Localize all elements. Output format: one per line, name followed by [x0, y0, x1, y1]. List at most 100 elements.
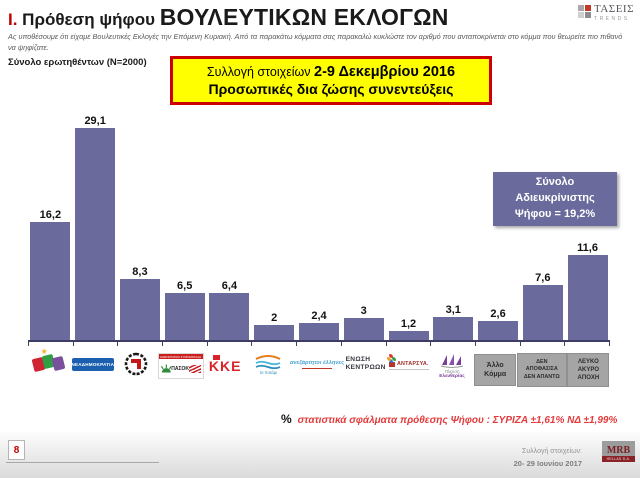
tick-mark [251, 342, 253, 346]
taseis-trends-logo: ΤΑΣΕΙΣ TRENDS [578, 4, 634, 22]
fieldwork-method: Προσωπικές δια ζώσης συνεντεύξεις [208, 81, 454, 97]
bar-column: 6,4 [207, 112, 252, 340]
fieldwork-label: Συλλογή στοιχείων [206, 65, 315, 79]
enosi-line1: ΕΝΩΣΗ [345, 356, 371, 363]
bar-column: 3 [341, 112, 386, 340]
bar-value-label: 11,6 [577, 242, 598, 254]
undecided-line1: Σύνολο [535, 176, 575, 189]
tick-mark [385, 342, 387, 346]
bar-value-label: 2,6 [490, 308, 506, 320]
logo-nea-dimokratia: ΝΕΑΔΗΜΟΚΡΑΤΙΑ [71, 347, 114, 401]
bar-column: 2,4 [297, 112, 342, 340]
mrb-subtitle: HELLAS S.A. [602, 456, 635, 462]
tick-mark [296, 342, 298, 346]
dk-line3: ΔΕΝ ΑΠΑΝΤΩ [523, 373, 560, 380]
bar-value-label: 8,3 [132, 266, 148, 278]
red-flag-icon [212, 355, 220, 360]
option-undecided-no-answer: ΔΕΝ ΑΠΟΦΑΣΙΣΑ ΔΕΝ ΑΠΑΝΤΩ [516, 347, 567, 401]
tick-mark [28, 342, 29, 346]
bar [522, 285, 563, 340]
undecided-line2: Αδιευκρίνιστης [515, 192, 595, 205]
bar-column: 1,2 [386, 112, 431, 340]
logo-syriza: ★ [28, 347, 71, 401]
plefsi-line2: Ελευθερίας [439, 374, 465, 380]
party-logos-row: ★ ΝΕΑΔΗΜΟΚΡΑΤΙΑ ΔΗΜΟΚΡΑΤΙΚΗ ΣΥΜΠΑΡΑΤΑΞΗ [28, 347, 610, 401]
mrb-hellas-logo: MRB HELLAS S.A. [602, 441, 635, 462]
page-title: Ι. Πρόθεση ψήφου ΒΟΥΛΕΥΤΙΚΩΝ ΕΚΛΟΓΩΝ [8, 4, 556, 31]
enosi-line2: ΚΕΝΤΡΩΩΝ [345, 363, 386, 371]
tick-mark [519, 342, 521, 346]
bar [388, 331, 429, 340]
tick-mark [608, 342, 610, 346]
blank-line3: ΑΠΟΧΗ [577, 375, 600, 382]
bar [30, 222, 71, 340]
undecided-line3: Ψήφου = 19,2% [514, 207, 596, 220]
potami-wordmark: το ποτάμι [259, 370, 278, 375]
title-main: Πρόθεση ψήφου [17, 10, 160, 29]
red-underline-icon [301, 368, 332, 369]
logo-enosi-kentroon: ΕΝΩΣΗ ΚΕΝΤΡΩΩΝ [344, 347, 396, 401]
bar-value-label: 16,2 [39, 209, 62, 221]
footer-collection-info: Συλλογή στοιχείων: 20- 29 Ιουνίου 2017 [514, 447, 582, 469]
logo-to-potami: το ποτάμι [247, 347, 290, 401]
nd-wordmark: ΝΕΑΔΗΜΟΚΡΑΤΙΑ [71, 358, 114, 371]
bar-value-label: 3 [360, 305, 367, 317]
statistical-error-note: % στατιστικά σφάλματα πρόθεσης Ψήφου : Σ… [281, 412, 617, 426]
anel-wordmark: ανεξάρτητοι έλληνες [289, 360, 345, 366]
bar [433, 317, 474, 340]
bar-value-label: 6,4 [221, 280, 238, 292]
title-prefix: Ι. [8, 10, 18, 29]
tick-mark [474, 342, 476, 346]
option-blank-invalid-abstain: ΛΕΥΚΟ ΑΚΥΡΟ ΑΠΟΧΗ [567, 347, 610, 401]
bar-column: 6,5 [162, 112, 207, 340]
tick-mark [340, 342, 342, 346]
bar-column: 16,2 [28, 112, 73, 340]
footer-divider [6, 462, 159, 463]
bar [254, 325, 295, 340]
pasok-logo: ΔΗΜΟΚΡΑΤΙΚΗ ΣΥΜΠΑΡΑΤΑΞΗ ΠΑΣΟΚ [157, 353, 204, 379]
bar-value-label: 1,2 [400, 318, 417, 330]
tick-mark [564, 342, 566, 346]
brand-subname: TRENDS [594, 16, 630, 22]
antarsya-wordmark: ΑΝΤΑΡΣΥΑ. [396, 361, 429, 367]
bar-column: 2,6 [476, 112, 521, 340]
tick-mark [72, 342, 74, 346]
logo-anexartitoi-ellines: ανεξάρτητοι έλληνες [290, 347, 344, 401]
bar-value-label: 29,1 [84, 115, 106, 127]
logo-plefsi-eleftherias: Πλεύση Ελευθερίας [430, 347, 473, 401]
bar-value-label: 7,6 [535, 272, 551, 284]
fieldwork-info-box: Συλλογή στοιχείων 2-9 Δεκεμβρίου 2016 Πρ… [170, 56, 492, 105]
bar-column: 8,3 [118, 112, 163, 340]
plefsi-line1: Πλεύση [444, 369, 460, 374]
bar-value-label: 2,4 [311, 310, 327, 322]
river-waves-icon [255, 355, 281, 369]
other-line2: Κόμμα [484, 371, 507, 378]
bar-column: 11,6 [565, 112, 610, 340]
pasok-strip-text: ΔΗΜΟΚΡΑΤΙΚΗ ΣΥΜΠΑΡΑΤΑΞΗ [158, 354, 203, 359]
mrb-wordmark: MRB [606, 445, 631, 456]
collect-line2: 20- 29 Ιουνίου 2017 [513, 458, 582, 468]
wreath-meander-icon [124, 352, 148, 376]
tick-mark [206, 342, 208, 346]
bar-column: 2 [252, 112, 297, 340]
sails-icon [440, 354, 464, 368]
pasok-wordmark: ΠΑΣΟΚ [171, 365, 189, 372]
bar-chart: 16,2 29,1 8,3 6,5 6,4 2 2,4 3 1,2 3,1 2,6 7,6 11,6 [28, 112, 610, 342]
dk-line2: ΑΠΟΦΑΣΙΣΑ [525, 366, 558, 373]
bar [478, 321, 519, 340]
percent-symbol: % [281, 412, 292, 426]
green-sun-icon [160, 364, 172, 373]
bar [567, 255, 608, 340]
error-text: στατιστικά σφάλματα πρόθεσης Ψήφου : ΣΥΡ… [297, 415, 618, 426]
bar-column: 3,1 [431, 112, 476, 340]
squares-grid-icon [578, 5, 592, 18]
logo-kke: ΚΚΕ [204, 347, 247, 401]
tick-mark [430, 342, 432, 346]
fieldwork-dates: 2-9 Δεκεμβρίου 2016 [314, 64, 456, 80]
bar [343, 318, 384, 340]
bar-value-label: 6,5 [177, 280, 193, 292]
bar-value-label: 2 [271, 312, 278, 324]
tick-mark [117, 342, 119, 346]
logo-dimokratiki-symparataxi: ΔΗΜΟΚΡΑΤΙΚΗ ΣΥΜΠΑΡΑΤΑΞΗ ΠΑΣΟΚ [157, 347, 204, 401]
